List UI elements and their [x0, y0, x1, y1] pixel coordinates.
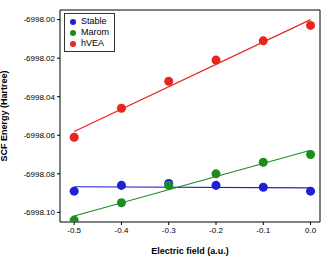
svg-text:Electric field (a.u.): Electric field (a.u.): [151, 246, 229, 256]
svg-text:SCF Energy (Hartree): SCF Energy (Hartree): [8, 70, 9, 161]
svg-text:-0.3: -0.3: [162, 226, 176, 235]
svg-text:-6998.08: -6998.08: [23, 170, 55, 179]
svg-text:-6998.06: -6998.06: [23, 131, 55, 140]
html-text:hVEA: hVEA: [81, 38, 104, 48]
html-text:Marom: Marom: [81, 27, 109, 37]
svg-text:-0.4: -0.4: [115, 226, 129, 235]
svg-text:-6998.04: -6998.04: [23, 93, 55, 102]
svg-text:0.0: 0.0: [305, 226, 317, 235]
svg-text:-0.2: -0.2: [209, 226, 223, 235]
svg-text:-6998.00: -6998.00: [23, 15, 55, 24]
svg-text:-0.5: -0.5: [67, 226, 81, 235]
svg-text:-6998.10: -6998.10: [23, 208, 55, 217]
html-text:Stable: Stable: [81, 16, 107, 26]
svg-text:-0.1: -0.1: [256, 226, 270, 235]
svg-text:-6998.02: -6998.02: [23, 54, 55, 63]
